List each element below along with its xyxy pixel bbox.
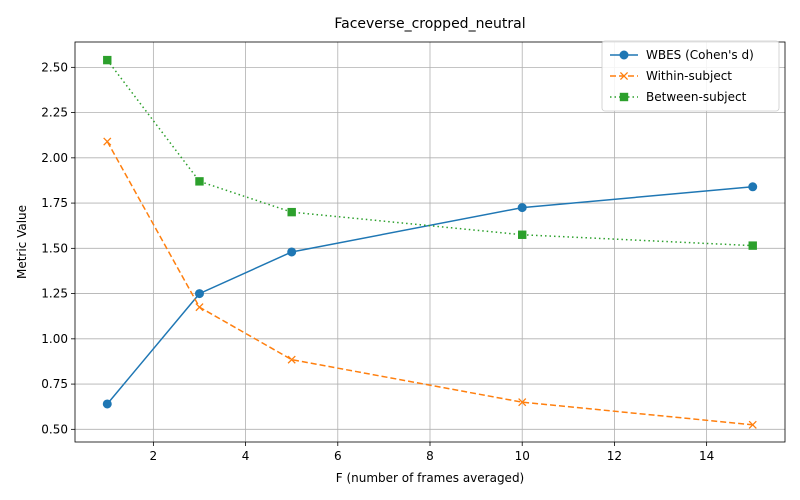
data-point — [287, 355, 296, 364]
legend: WBES (Cohen's d) Within-subject Between-su… — [601, 40, 780, 112]
legend-entry: Between-subject — [610, 90, 747, 104]
grid — [75, 42, 785, 442]
data-point — [517, 203, 527, 213]
series-between-subject — [103, 55, 757, 250]
data-point — [748, 241, 757, 250]
y-tick-label: 1.50 — [41, 241, 68, 255]
data-point — [195, 177, 204, 186]
data-point — [518, 230, 527, 239]
y-tick-label: 1.75 — [41, 196, 68, 210]
series-layer — [102, 55, 758, 429]
x-tick-label: 10 — [515, 449, 530, 463]
legend-label: WBES (Cohen's d) — [646, 48, 754, 62]
x-axis-label: F (number of frames averaged) — [336, 471, 525, 485]
data-point — [748, 182, 758, 192]
data-point — [287, 207, 296, 217]
x-tick-label: 8 — [426, 449, 434, 463]
data-point — [194, 289, 204, 299]
data-point — [287, 247, 297, 257]
legend-entry: Within-subject — [610, 69, 732, 83]
legend-box — [601, 40, 780, 112]
y-tick-label: 0.50 — [41, 422, 68, 436]
y-tick-label: 2.50 — [41, 60, 68, 74]
series-wbes-cohen-s-d — [102, 182, 758, 409]
data-point — [102, 399, 112, 409]
data-point — [748, 420, 757, 429]
x-tick-label: 14 — [699, 449, 714, 463]
legend-label: Between-subject — [646, 90, 747, 104]
y-tick-label: 1.00 — [41, 332, 68, 346]
x-tick-label: 12 — [607, 449, 622, 463]
ticks: 2 4 6 8 10 12 14 0.50 0.75 1.00 1.25 1.50 1.75 2.00 2.… — [41, 60, 714, 463]
series-within-subject — [103, 137, 757, 429]
series-line — [106, 141, 753, 426]
data-point — [195, 303, 204, 312]
series-line — [106, 59, 753, 247]
x-tick-label: 2 — [150, 449, 158, 463]
x-tick-label: 4 — [242, 449, 250, 463]
y-tick-label: 1.25 — [41, 287, 68, 301]
data-point — [518, 398, 527, 407]
legend-label: Within-subject — [646, 69, 732, 83]
legend-entry: WBES (Cohen's d) — [610, 48, 754, 62]
y-tick-label: 2.00 — [41, 151, 68, 165]
data-point — [103, 55, 112, 65]
legend-swatch-marker — [619, 92, 629, 102]
chart-title: Faceverse_cropped_neutral — [334, 16, 525, 32]
legend-swatch-marker — [619, 71, 629, 81]
data-point — [103, 137, 112, 146]
legend-swatch-marker — [619, 50, 629, 60]
y-tick-label: 0.75 — [41, 377, 68, 391]
y-tick-label: 2.25 — [41, 106, 68, 120]
y-axis-label: Metric Value — [15, 205, 29, 279]
x-tick-label: 6 — [334, 449, 342, 463]
